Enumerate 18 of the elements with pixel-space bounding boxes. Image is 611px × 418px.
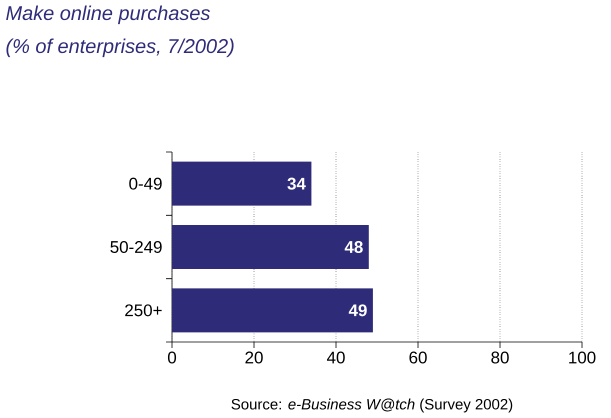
chart-subtitle: (% of enterprises, 7/2002) [6, 38, 234, 58]
x-tick-label: 40 [326, 352, 345, 364]
bar [172, 225, 369, 270]
data-label: 48 [344, 241, 363, 254]
chart-title: Make online purchases [6, 6, 210, 24]
bar [172, 288, 373, 332]
bar [172, 162, 312, 206]
source-note: Source: e-Business W@tch (Survey 2002) [232, 398, 512, 412]
x-tick-label: 80 [491, 352, 509, 364]
y-tick-label: 0-49 [129, 178, 162, 190]
x-tick-label: 60 [409, 352, 427, 364]
y-tick-label: 250+ [125, 304, 162, 316]
y-tick-label: 50-249 [110, 241, 162, 254]
data-label: 34 [287, 178, 306, 190]
x-tick-label: 20 [245, 352, 263, 364]
x-tick-label: 100 [569, 352, 596, 364]
x-tick-label: 0 [168, 352, 176, 364]
data-label: 49 [348, 304, 367, 316]
